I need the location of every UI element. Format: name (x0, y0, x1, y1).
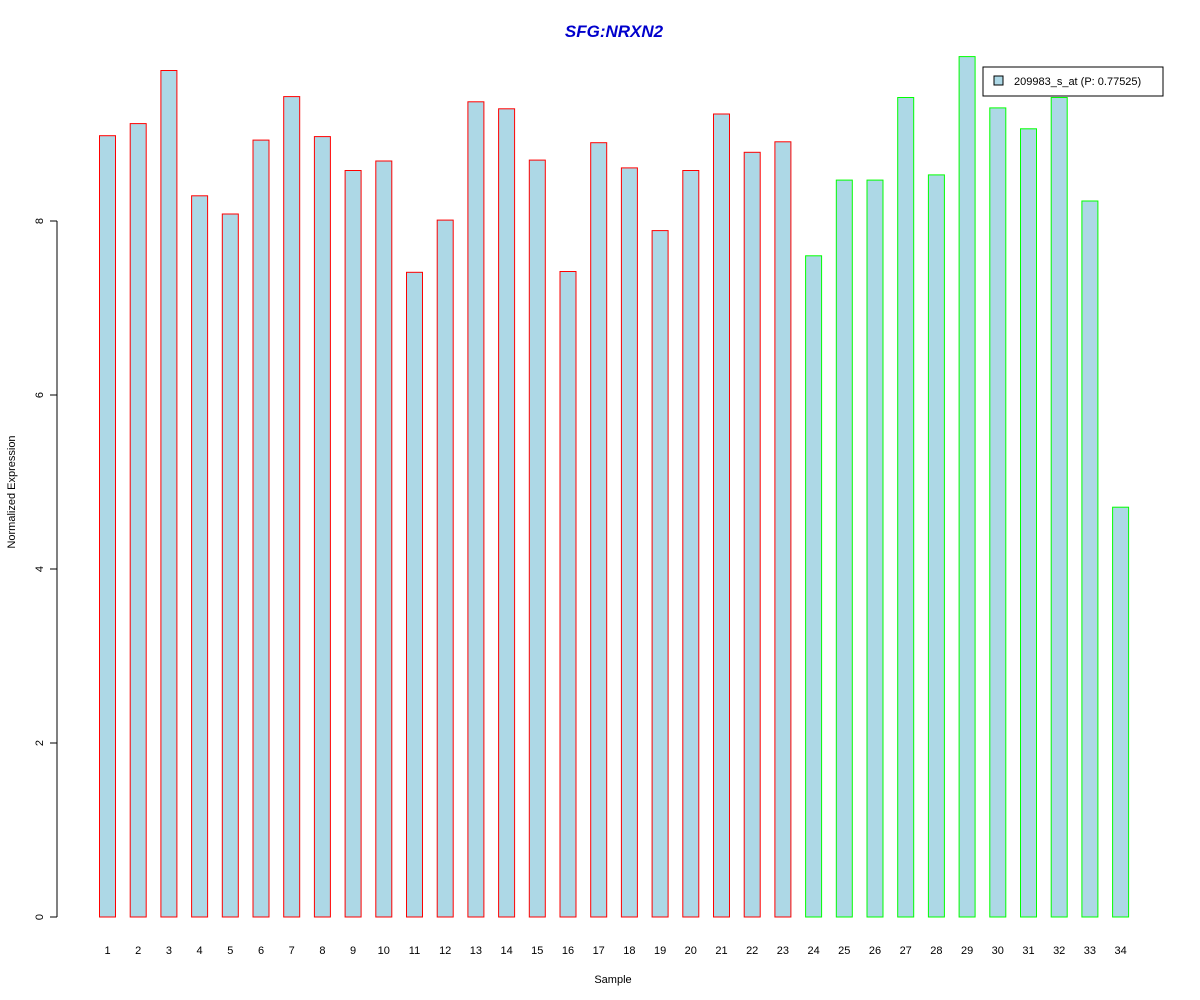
bar-33 (1081, 200, 1099, 918)
legend-box (982, 66, 1164, 97)
bar-21 (713, 113, 730, 918)
bar-25 (835, 179, 853, 918)
bar-15 (528, 159, 546, 918)
bar-24 (805, 255, 823, 918)
x-tick-label: 25 (838, 945, 850, 957)
x-tick-label: 9 (350, 945, 356, 957)
legend-label: 209983_s_at (P: 0.77525) (1014, 76, 1141, 88)
bar-31 (1020, 128, 1037, 918)
x-tick-label: 33 (1084, 945, 1096, 957)
y-tick-label: 8 (34, 218, 46, 224)
bar-18 (620, 167, 638, 918)
x-tick-label: 7 (289, 945, 295, 957)
x-tick-label: 13 (470, 945, 482, 957)
bars-group (99, 56, 1130, 918)
x-axis-label: Sample (594, 974, 631, 986)
x-tick-label: 8 (319, 945, 325, 957)
x-tick-label: 21 (715, 945, 727, 957)
bar-26 (866, 179, 884, 918)
x-tick-label: 4 (197, 945, 203, 957)
bar-16 (559, 271, 577, 918)
bar-30 (989, 107, 1007, 918)
x-tick-label: 23 (777, 945, 789, 957)
x-tick-label: 20 (685, 945, 697, 957)
x-tick-label: 28 (930, 945, 942, 957)
bar-29 (958, 56, 976, 918)
bar-11 (406, 271, 423, 918)
legend: 209983_s_at (P: 0.77525) (982, 66, 1164, 97)
x-tick-label: 18 (623, 945, 635, 957)
bar-9 (344, 170, 362, 918)
x-tick-label: 12 (439, 945, 451, 957)
x-tick-labels: 1 2 3 4 5 6 7 8 9 10 11 12 13 14 15 16 17 18 19 20 21 22 23 24 2… (104, 945, 1126, 957)
bar-6 (252, 139, 270, 918)
bar-17 (590, 142, 608, 918)
x-tick-label: 30 (992, 945, 1004, 957)
bar-32 (1050, 97, 1068, 918)
bar-27 (897, 97, 915, 918)
x-tick-label: 2 (135, 945, 141, 957)
x-tick-label: 19 (654, 945, 666, 957)
bar-14 (498, 108, 516, 918)
x-tick-label: 6 (258, 945, 264, 957)
x-tick-label: 15 (531, 945, 543, 957)
x-tick-label: 26 (869, 945, 881, 957)
bar-3 (160, 70, 178, 918)
y-tick-label: 6 (34, 392, 46, 398)
bar-34 (1112, 506, 1130, 918)
x-tick-label: 5 (227, 945, 233, 957)
bar-8 (313, 136, 331, 918)
x-tick-label: 22 (746, 945, 758, 957)
legend-swatch (993, 75, 1004, 86)
x-tick-label: 27 (900, 945, 912, 957)
x-tick-label: 3 (166, 945, 172, 957)
y-tick-label: 0 (34, 914, 46, 920)
bar-28 (927, 174, 945, 918)
x-tick-label: 1 (104, 945, 110, 957)
bar-1 (99, 135, 116, 918)
bar-12 (436, 219, 454, 918)
y-tick-label: 4 (34, 566, 46, 572)
bar-10 (375, 160, 393, 918)
x-tick-label: 24 (807, 945, 819, 957)
x-tick-label: 17 (593, 945, 605, 957)
bar-22 (743, 151, 761, 918)
bar-7 (283, 96, 301, 918)
x-tick-label: 11 (409, 945, 420, 957)
y-axis-label: Normalized Expression (6, 435, 18, 548)
x-tick-label: 14 (500, 945, 512, 957)
bar-20 (682, 170, 700, 918)
bar-5 (221, 213, 239, 918)
bar-19 (651, 230, 669, 918)
bar-23 (774, 141, 792, 918)
bar-13 (467, 101, 485, 918)
x-tick-label: 16 (562, 945, 574, 957)
bar-2 (129, 123, 147, 918)
y-tick-label: 2 (34, 740, 46, 746)
y-axis: 0 2 4 6 8 (34, 218, 58, 920)
x-tick-label: 10 (378, 945, 390, 957)
x-tick-label: 29 (961, 945, 973, 957)
bar-4 (191, 195, 209, 918)
x-tick-label: 32 (1053, 945, 1065, 957)
x-tick-label: 31 (1022, 945, 1034, 957)
chart-title: SFG:NRXN2 (565, 22, 664, 41)
x-tick-label: 34 (1114, 945, 1126, 957)
